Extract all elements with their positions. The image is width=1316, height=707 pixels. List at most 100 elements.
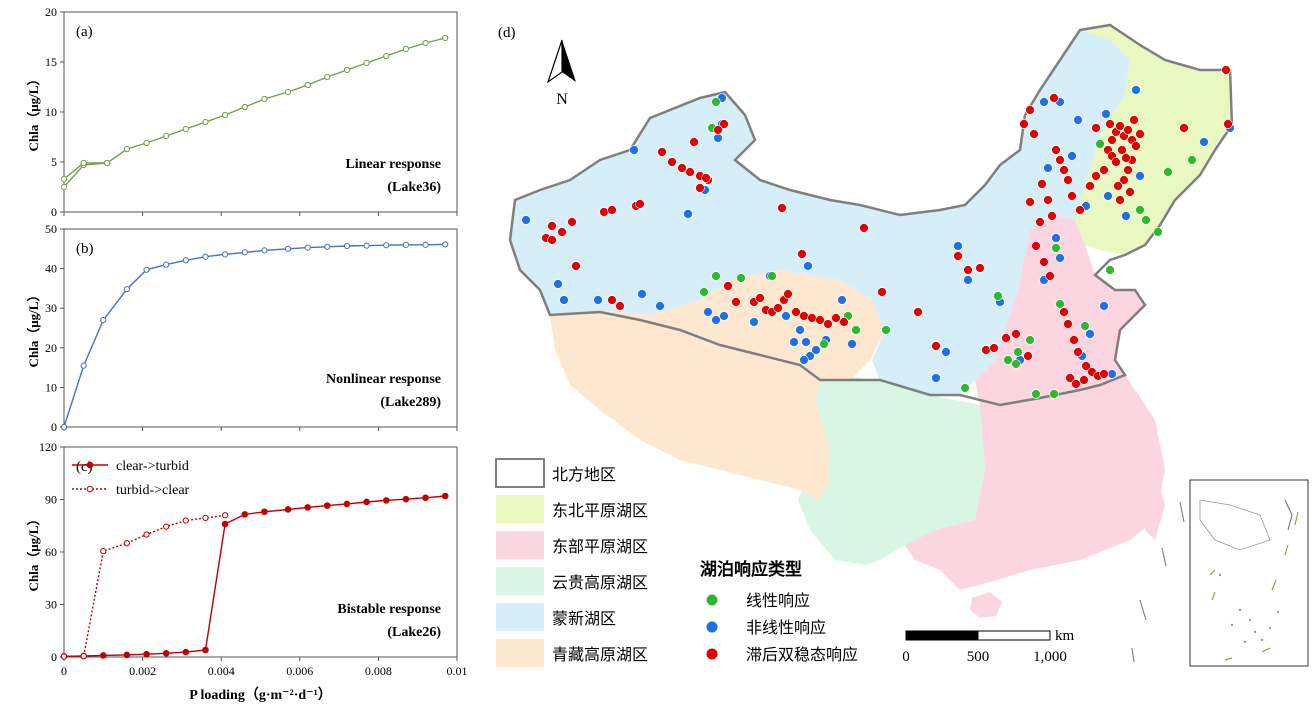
data-point bbox=[221, 520, 229, 528]
x-tick-label: 0.004 bbox=[208, 664, 235, 678]
lake-point-linear bbox=[1135, 205, 1145, 215]
lake-point-nonlinear bbox=[1103, 191, 1113, 201]
data-point bbox=[442, 34, 449, 42]
data-point bbox=[241, 249, 248, 256]
lake-point-linear bbox=[993, 291, 1003, 301]
lake-point-bistable bbox=[685, 167, 695, 177]
lake-point-bistable bbox=[1091, 123, 1101, 133]
lake-point-bistable bbox=[607, 205, 617, 215]
y-tick-label: 40 bbox=[45, 262, 57, 276]
scale-label-1000: 1,000 bbox=[1033, 649, 1067, 665]
lake-point-bistable bbox=[773, 303, 783, 313]
lake-point-bistable bbox=[807, 313, 817, 323]
lake-point-bistable bbox=[547, 235, 557, 245]
data-point bbox=[123, 651, 131, 659]
lake-point-nonlinear bbox=[1121, 211, 1131, 221]
lake-point-bistable bbox=[783, 289, 793, 299]
region-legend-swatch bbox=[496, 639, 544, 667]
lake-point-bistable bbox=[791, 307, 801, 317]
lake-point-bistable bbox=[1029, 129, 1039, 139]
lake-point-linear bbox=[1013, 347, 1023, 357]
plot-frame bbox=[63, 228, 458, 428]
lake-point-bistable bbox=[1113, 181, 1123, 191]
data-point bbox=[182, 517, 189, 524]
y-tick-label: 60 bbox=[45, 545, 57, 559]
lake-point-bistable bbox=[677, 163, 687, 173]
lake-point-bistable bbox=[689, 137, 699, 147]
lake-point-linear bbox=[881, 325, 891, 335]
plot-frame bbox=[63, 446, 458, 658]
region-legend-swatch bbox=[496, 531, 544, 559]
lake-point-bistable bbox=[1179, 123, 1189, 133]
data-point bbox=[123, 540, 130, 547]
panel-label: (b) bbox=[76, 241, 94, 257]
data-point bbox=[163, 261, 170, 268]
data-point bbox=[163, 132, 170, 140]
data-point bbox=[182, 648, 190, 656]
region-legend-swatch bbox=[495, 458, 545, 488]
lake-point-bistable bbox=[695, 183, 705, 193]
chart-panel-3: 0 0.002 0.004 0.006 0.008 0.01 0 30 60 90 120 Chla（… bbox=[26, 440, 468, 703]
lake-point-bistable bbox=[1071, 379, 1081, 389]
response-annotation: Bistable response bbox=[337, 602, 441, 617]
lake-point-bistable bbox=[1051, 145, 1061, 155]
data-point bbox=[402, 495, 410, 503]
lake-point-bistable bbox=[1129, 115, 1139, 125]
lake-point-nonlinear bbox=[1067, 151, 1077, 161]
lake-point-nonlinear bbox=[703, 307, 713, 317]
data-point bbox=[222, 111, 229, 119]
y-axis-label: Chla（μg/L） bbox=[26, 73, 41, 152]
data-point bbox=[123, 286, 130, 293]
lake-point-bistable bbox=[1091, 171, 1101, 181]
y-axis-label: Chla（μg/L） bbox=[26, 289, 41, 368]
lake-point-bistable bbox=[1081, 361, 1091, 371]
data-point bbox=[222, 251, 229, 258]
lake-point-bistable bbox=[831, 313, 841, 323]
data-point bbox=[60, 423, 68, 431]
lake-point-nonlinear bbox=[1099, 301, 1109, 311]
y-tick-label: 20 bbox=[45, 341, 57, 355]
region-legend-swatch bbox=[496, 567, 544, 595]
data-point bbox=[80, 159, 87, 167]
lake-point-linear bbox=[711, 271, 721, 281]
data-point bbox=[422, 241, 429, 248]
lake-point-linear bbox=[736, 273, 746, 283]
lake-point-bistable bbox=[1079, 375, 1089, 385]
scale-label-0: 0 bbox=[902, 649, 910, 665]
x-tick-label: 0.006 bbox=[286, 664, 313, 678]
lake-point-bistable bbox=[1067, 191, 1077, 201]
data-point bbox=[304, 244, 311, 251]
lake-point-nonlinear bbox=[803, 261, 813, 271]
data-point bbox=[60, 175, 68, 183]
lake-point-linear bbox=[1163, 167, 1173, 177]
response-annotation: (Lake36) bbox=[387, 180, 441, 195]
y-tick-label: 20 bbox=[45, 5, 57, 19]
data-point bbox=[422, 494, 429, 502]
lake-point-bistable bbox=[723, 281, 733, 291]
lake-point-nonlinear bbox=[711, 315, 721, 325]
lake-point-bistable bbox=[859, 223, 869, 233]
lake-point-linear bbox=[1095, 139, 1105, 149]
y-tick-label: 0 bbox=[51, 205, 57, 219]
scale-bar: km 0 500 1,000 bbox=[902, 628, 1074, 665]
lake-point-linear bbox=[1025, 335, 1035, 345]
lake-point-nonlinear bbox=[795, 325, 805, 335]
y-tick-label: 10 bbox=[45, 380, 57, 394]
lake-point-bistable bbox=[1121, 153, 1131, 163]
data-point bbox=[343, 242, 351, 250]
lake-point-linear bbox=[1141, 215, 1151, 225]
y-tick-label: 30 bbox=[45, 598, 57, 612]
lake-point-nonlinear bbox=[781, 311, 791, 321]
lake-point-nonlinear bbox=[1107, 369, 1117, 379]
lake-point-nonlinear bbox=[629, 145, 639, 155]
response-legend-marker bbox=[706, 648, 718, 660]
lake-point-linear bbox=[1105, 265, 1115, 275]
y-tick-label: 10 bbox=[45, 105, 57, 119]
region-taiwan bbox=[1145, 488, 1165, 540]
lake-point-linear bbox=[1049, 389, 1059, 399]
response-annotation: Nonlinear response bbox=[326, 372, 441, 387]
data-point bbox=[60, 653, 68, 660]
data-point bbox=[202, 646, 209, 654]
lake-point-nonlinear bbox=[953, 241, 963, 251]
lake-point-bistable bbox=[607, 295, 617, 305]
